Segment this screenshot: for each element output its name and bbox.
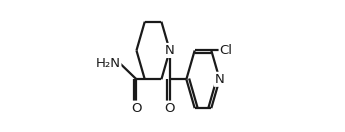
Text: N: N: [215, 73, 225, 86]
Text: O: O: [131, 102, 142, 115]
Text: N: N: [165, 44, 175, 57]
Text: O: O: [165, 102, 175, 115]
Text: H₂N: H₂N: [95, 57, 120, 70]
Text: Cl: Cl: [220, 44, 233, 57]
